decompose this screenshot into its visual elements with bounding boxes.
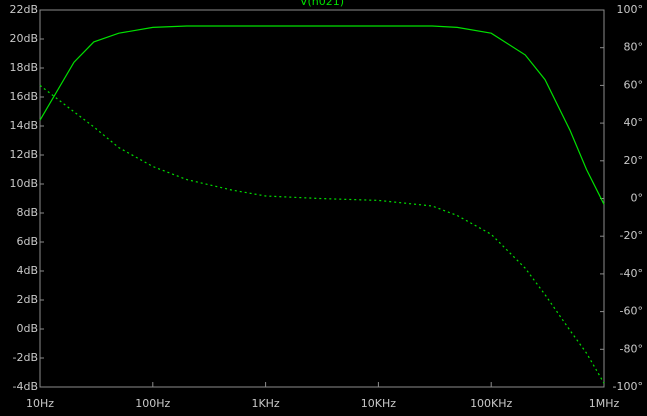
x-tick-label: 10KHz: [361, 397, 396, 410]
y2-tick-label: 80°: [624, 41, 644, 54]
y-tick-label: 8dB: [16, 206, 38, 219]
y2-tick-label: 100°: [617, 3, 644, 16]
y-tick-label: 14dB: [9, 119, 38, 132]
y-tick-label: 2dB: [16, 293, 38, 306]
x-tick-label: 100Hz: [135, 397, 170, 410]
y-tick-label: -2dB: [13, 351, 39, 364]
y2-tick-label: -20°: [620, 229, 643, 242]
y-tick-label: 18dB: [9, 61, 38, 74]
y2-tick-label: 60°: [624, 78, 644, 91]
y-tick-label: 12dB: [9, 148, 38, 161]
y-tick-label: 22dB: [9, 3, 38, 16]
x-tick-label: 1MHz: [589, 397, 620, 410]
y2-tick-label: -100°: [613, 380, 643, 393]
y-tick-label: 0dB: [16, 322, 38, 335]
chart-title: V(n021): [300, 0, 344, 8]
series-line: [39, 25, 605, 205]
y2-tick-label: 40°: [624, 116, 644, 129]
x-tick-label: 1KHz: [251, 397, 279, 410]
y-tick-label: 4dB: [16, 264, 38, 277]
y-tick-label: 16dB: [9, 90, 38, 103]
x-tick-label: 100KHz: [470, 397, 512, 410]
y-tick-label: 10dB: [9, 177, 38, 190]
y2-tick-label: -40°: [620, 267, 643, 280]
y2-tick-label: 20°: [624, 154, 644, 167]
y-tick-label: 20dB: [9, 32, 38, 45]
y2-tick-label: -80°: [620, 342, 643, 355]
y-tick-label: -4dB: [13, 380, 39, 393]
y-tick-label: 6dB: [16, 235, 38, 248]
y2-tick-label: 0°: [631, 192, 644, 205]
x-tick-label: 10Hz: [26, 397, 54, 410]
y2-tick-label: -60°: [620, 305, 643, 318]
